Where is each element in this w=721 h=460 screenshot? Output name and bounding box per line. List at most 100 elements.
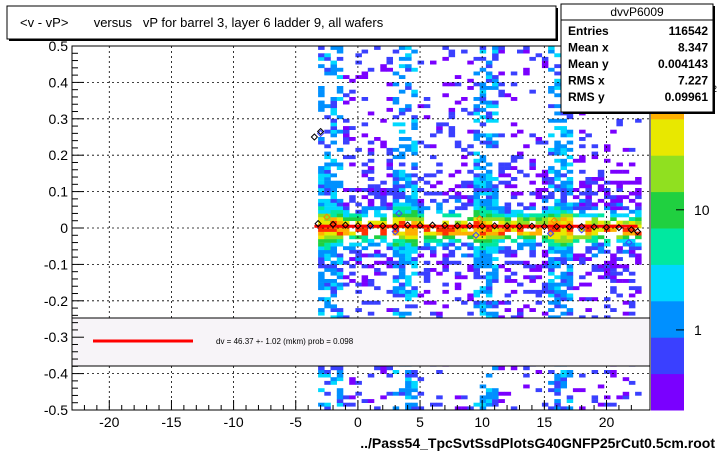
heatmap-cell [628, 209, 636, 214]
heatmap-cell [318, 202, 325, 207]
heatmap-cell [591, 231, 599, 236]
heatmap-cell [554, 315, 561, 320]
heatmap-cell [610, 308, 617, 312]
heatmap-cell [585, 188, 592, 192]
heatmap-cell [616, 395, 623, 400]
profile-point-black [515, 222, 524, 230]
heatmap-cell [635, 177, 642, 181]
profile-point-black [379, 222, 387, 230]
heatmap-cell [398, 249, 406, 254]
heatmap-cell [380, 198, 387, 203]
heatmap-cell [392, 115, 400, 120]
heatmap-cell [417, 377, 425, 382]
heatmap-cell [616, 162, 623, 167]
heatmap-cell [622, 238, 630, 243]
heatmap-cell [398, 242, 406, 247]
heatmap-cell [610, 209, 617, 214]
heatmap-cell [367, 282, 375, 287]
palette-band [651, 403, 684, 411]
heatmap-cell [498, 169, 505, 174]
heatmap-cell [548, 213, 555, 218]
heatmap-cell [566, 147, 574, 152]
heatmap-cell [467, 293, 474, 298]
heatmap-cell [628, 304, 636, 309]
heatmap-cell [473, 71, 480, 76]
heatmap-cell [336, 286, 344, 291]
heatmap-cell [336, 268, 344, 272]
heatmap-cell [548, 231, 555, 236]
heatmap-cell [585, 177, 592, 181]
profile-point-black [565, 223, 573, 231]
heatmap-cell [485, 86, 493, 90]
heatmap-cell [461, 206, 468, 211]
heatmap-cell [479, 231, 487, 236]
heatmap-cell [436, 228, 443, 232]
heatmap-cell [386, 67, 393, 72]
heatmap-cell [604, 402, 611, 407]
heatmap-cell [411, 202, 418, 207]
heatmap-cell [411, 242, 418, 247]
heatmap-cell [479, 253, 487, 258]
heatmap-cell [349, 213, 356, 218]
heatmap-cell [367, 300, 375, 305]
heatmap-cell [597, 235, 605, 240]
heatmap-cell [392, 49, 400, 54]
profile-point-blue [472, 231, 480, 239]
heatmap-cell [585, 220, 592, 225]
heatmap-cell [423, 97, 431, 101]
heatmap-cell [448, 107, 456, 112]
heatmap-cell [392, 275, 400, 280]
heatmap-cell [622, 195, 630, 200]
heatmap-cell [579, 228, 586, 232]
heatmap-cell [330, 293, 337, 298]
heatmap-cell [336, 67, 344, 72]
heatmap-cell [479, 49, 487, 54]
heatmap-cell [504, 268, 512, 272]
heatmap-cell [504, 300, 512, 305]
heatmap-cell [548, 293, 555, 298]
heatmap-cell [616, 169, 623, 174]
palette-band [651, 167, 684, 174]
heatmap-cell [560, 151, 567, 156]
heatmap-cell [635, 242, 642, 247]
heatmap-cell [541, 282, 549, 287]
heatmap-cell [330, 191, 337, 196]
heatmap-cell [485, 213, 493, 218]
heatmap-cell [411, 373, 418, 378]
heatmap-cell [473, 166, 480, 170]
heatmap-cell [504, 246, 512, 251]
heatmap-cell [560, 195, 567, 200]
heatmap-cell [479, 384, 487, 389]
heatmap-cell [398, 315, 406, 320]
heatmap-cell [324, 144, 331, 149]
profile-point-black [403, 221, 412, 229]
heatmap-cell [361, 235, 369, 240]
heatmap-cell [336, 162, 344, 167]
heatmap-cell [554, 231, 561, 236]
heatmap-cell [318, 64, 325, 69]
heatmap-cell [492, 275, 499, 280]
heatmap-cell [479, 155, 487, 160]
heatmap-cell [380, 213, 387, 218]
heatmap-cell [473, 118, 480, 123]
title-box: <v - vP> versus vP for barrel 3, layer 6… [6, 5, 558, 41]
heatmap-cell [535, 217, 543, 221]
heatmap-cell [510, 82, 518, 87]
heatmap-cell [635, 235, 642, 240]
heatmap-cell [535, 388, 543, 393]
heatmap-cell [510, 271, 518, 276]
heatmap-cell [461, 180, 468, 185]
heatmap-cell [554, 399, 561, 403]
heatmap-cell [554, 275, 561, 280]
heatmap-cell [343, 155, 350, 160]
heatmap-cell [330, 282, 337, 287]
heatmap-cell [349, 395, 356, 400]
heatmap-cell [504, 93, 512, 98]
heatmap-cell [355, 289, 362, 294]
heatmap-cell [529, 217, 536, 221]
heatmap-cell [554, 264, 561, 269]
heatmap-cell [628, 286, 636, 291]
heatmap-cell [579, 315, 586, 320]
heatmap-cell [566, 271, 574, 276]
heatmap-cell [591, 213, 599, 218]
